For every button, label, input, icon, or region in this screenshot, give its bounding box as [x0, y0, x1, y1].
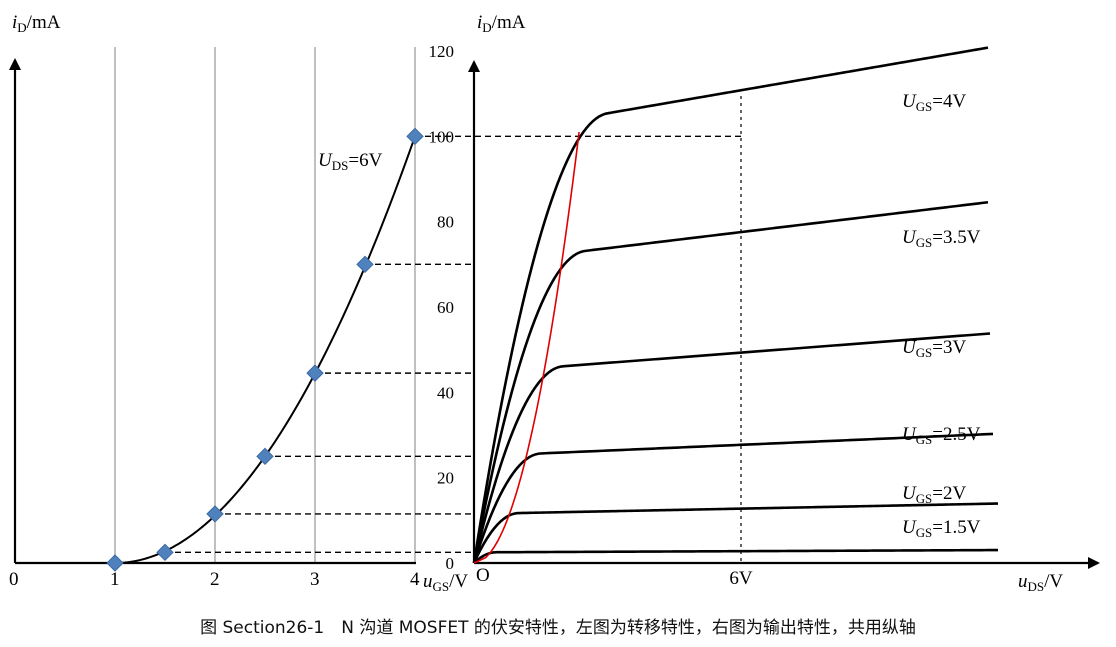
- transfer-marker-4: [406, 127, 424, 146]
- output-curve-4: [472, 46, 989, 564]
- transfer-marker-2: [206, 505, 224, 523]
- transfer-curve: [114, 135, 416, 564]
- y-tick-label-40: 40: [437, 383, 454, 402]
- output-curve-labels: UGS=1.5V UGS=2V UGS=2.5V UGS=3V UGS=3.5V UGS=…: [902, 91, 981, 540]
- output-curve-2.5: [472, 432, 994, 564]
- y-tick-label-60: 60: [437, 298, 454, 317]
- output-curve-3.5: [472, 200, 989, 564]
- left-x-tick-labels: 0 1 2 3 4: [9, 569, 420, 590]
- figure-caption: 图 Section26-1 N 沟道 MOSFET 的伏安特性，左图为转移特性，…: [200, 618, 916, 638]
- transfer-marker-3: [306, 364, 324, 382]
- transfer-curve-label: UDS=6V: [318, 150, 383, 173]
- output-curve-3: [472, 332, 991, 564]
- output-curves: [472, 46, 999, 564]
- shared-current-dashed-lines: [165, 135, 741, 554]
- output-curve-1.5: [473, 548, 999, 564]
- output-curve-2: [472, 502, 999, 564]
- left-y-tick-labels: 0 20 40 60 80 100 120: [429, 42, 455, 573]
- transfer-marker-2.5: [256, 447, 274, 466]
- transfer-marker-3.5: [356, 255, 374, 274]
- x-tick-label-4: 4: [410, 569, 420, 590]
- curve-label-1.5: UGS=1.5V: [902, 517, 981, 540]
- x-tick-label-0: 0: [9, 569, 19, 590]
- x-tick-label-2: 2: [210, 569, 220, 590]
- transfer-markers: [106, 127, 424, 572]
- curve-label-2.5: UGS=2.5V: [902, 424, 981, 447]
- y-tick-label-120: 120: [429, 42, 455, 61]
- transfer-marker-1.5: [156, 543, 174, 562]
- curve-label-3.5: UGS=3.5V: [902, 227, 981, 250]
- left-x-title: uGS/V: [423, 571, 468, 594]
- y-tick-label-20: 20: [437, 469, 454, 488]
- right-6v-tick-label: 6V: [729, 568, 753, 589]
- x-tick-label-1: 1: [110, 569, 120, 590]
- curve-label-2: UGS=2V: [902, 483, 966, 506]
- transfer-characteristic-chart: 0 20 40 60 80 100 120 0 1 2 3 4 iD/mA uGS/V UDS=6V: [9, 12, 741, 594]
- output-characteristic-chart: UGS=1.5V UGS=2V UGS=2.5V UGS=3V UGS=3.5V UGS=…: [468, 12, 1100, 594]
- left-vertical-gridlines: [114, 47, 416, 563]
- right-origin-label: O: [476, 565, 490, 586]
- curve-label-3: UGS=3V: [902, 337, 966, 360]
- right-x-title: uDS/V: [1018, 571, 1063, 594]
- y-tick-label-80: 80: [437, 213, 454, 232]
- x-tick-label-3: 3: [310, 569, 320, 590]
- y-tick-label-0: 0: [446, 554, 455, 573]
- right-y-title: iD/mA: [477, 12, 526, 35]
- transfer-marker-1: [106, 554, 124, 572]
- y-tick-label-100: 100: [429, 127, 455, 146]
- left-y-title: iD/mA: [12, 12, 61, 35]
- pinch-off-boundary-curve: [473, 131, 580, 564]
- curve-label-4: UGS=4V: [902, 91, 966, 114]
